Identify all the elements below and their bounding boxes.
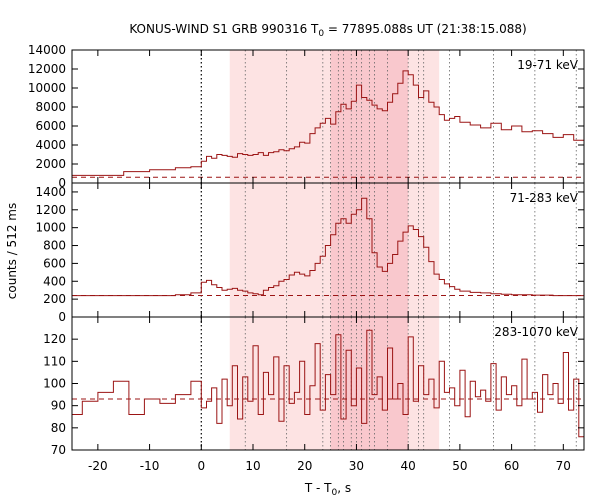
y-tick-label: 800 (43, 239, 66, 253)
x-tick-label: 10 (245, 459, 260, 473)
shade-interval-dark (330, 50, 409, 183)
y-tick-label: 8000 (35, 100, 66, 114)
x-tick-label: 40 (401, 459, 416, 473)
y-tick-label: 6000 (35, 119, 66, 133)
y-tick-label: 200 (43, 292, 66, 306)
x-tick-label: 70 (556, 459, 571, 473)
y-tick-label: 80 (51, 421, 66, 435)
chart-title: KONUS-WIND S1 GRB 990316 T0 = 77895.088s… (129, 22, 526, 39)
y-tick-label: 400 (43, 274, 66, 288)
energy-band-label: 19-71 keV (517, 58, 579, 72)
x-tick-label: 30 (349, 459, 364, 473)
y-tick-label: 10000 (28, 81, 66, 95)
y-tick-label: 4000 (35, 138, 66, 152)
panel-1: 0 2000 4000 6000 8000 10000 12000 14000 19-71 ke… (28, 43, 585, 190)
x-tick-label: -10 (140, 459, 160, 473)
x-tick-label: 50 (452, 459, 467, 473)
light-curve-series (72, 197, 584, 297)
x-tick-label: 60 (504, 459, 519, 473)
x-tick-label: 20 (297, 459, 312, 473)
y-tick-label: 0 (58, 310, 66, 324)
light-curve-series (72, 70, 585, 176)
y-tick-label: 100 (43, 377, 66, 391)
y-tick-label: 110 (43, 354, 66, 368)
y-tick-label: 90 (51, 399, 66, 413)
y-axis-label: counts / 512 ms (5, 203, 19, 299)
y-tick-label: 0 (58, 176, 66, 190)
x-axis-label: T - T0, s (304, 481, 351, 498)
shade-interval-dark (330, 183, 409, 317)
energy-band-label: 283-1070 keV (494, 325, 578, 339)
y-tick-label: 1000 (35, 221, 66, 235)
panel-3: 70 80 90 100 110 120 283-1070 keV (43, 316, 585, 457)
x-tick-label: -20 (88, 459, 108, 473)
y-tick-label: 12000 (28, 62, 66, 76)
energy-band-label: 71-283 keV (510, 191, 579, 205)
panel-2: 0 200 400 600 800 1000 1200 1400 71-283 keV (35, 182, 585, 324)
y-tick-label: 1200 (35, 203, 66, 217)
x-tick-label: 0 (197, 459, 205, 473)
y-tick-label: 120 (43, 332, 66, 346)
y-tick-label: 70 (51, 443, 66, 457)
light-curve-series (72, 329, 585, 438)
y-tick-label: 1400 (35, 185, 66, 199)
y-tick-label: 2000 (35, 157, 66, 171)
y-tick-label: 14000 (28, 43, 66, 57)
y-tick-label: 600 (43, 256, 66, 270)
shade-interval-dark (330, 317, 409, 450)
